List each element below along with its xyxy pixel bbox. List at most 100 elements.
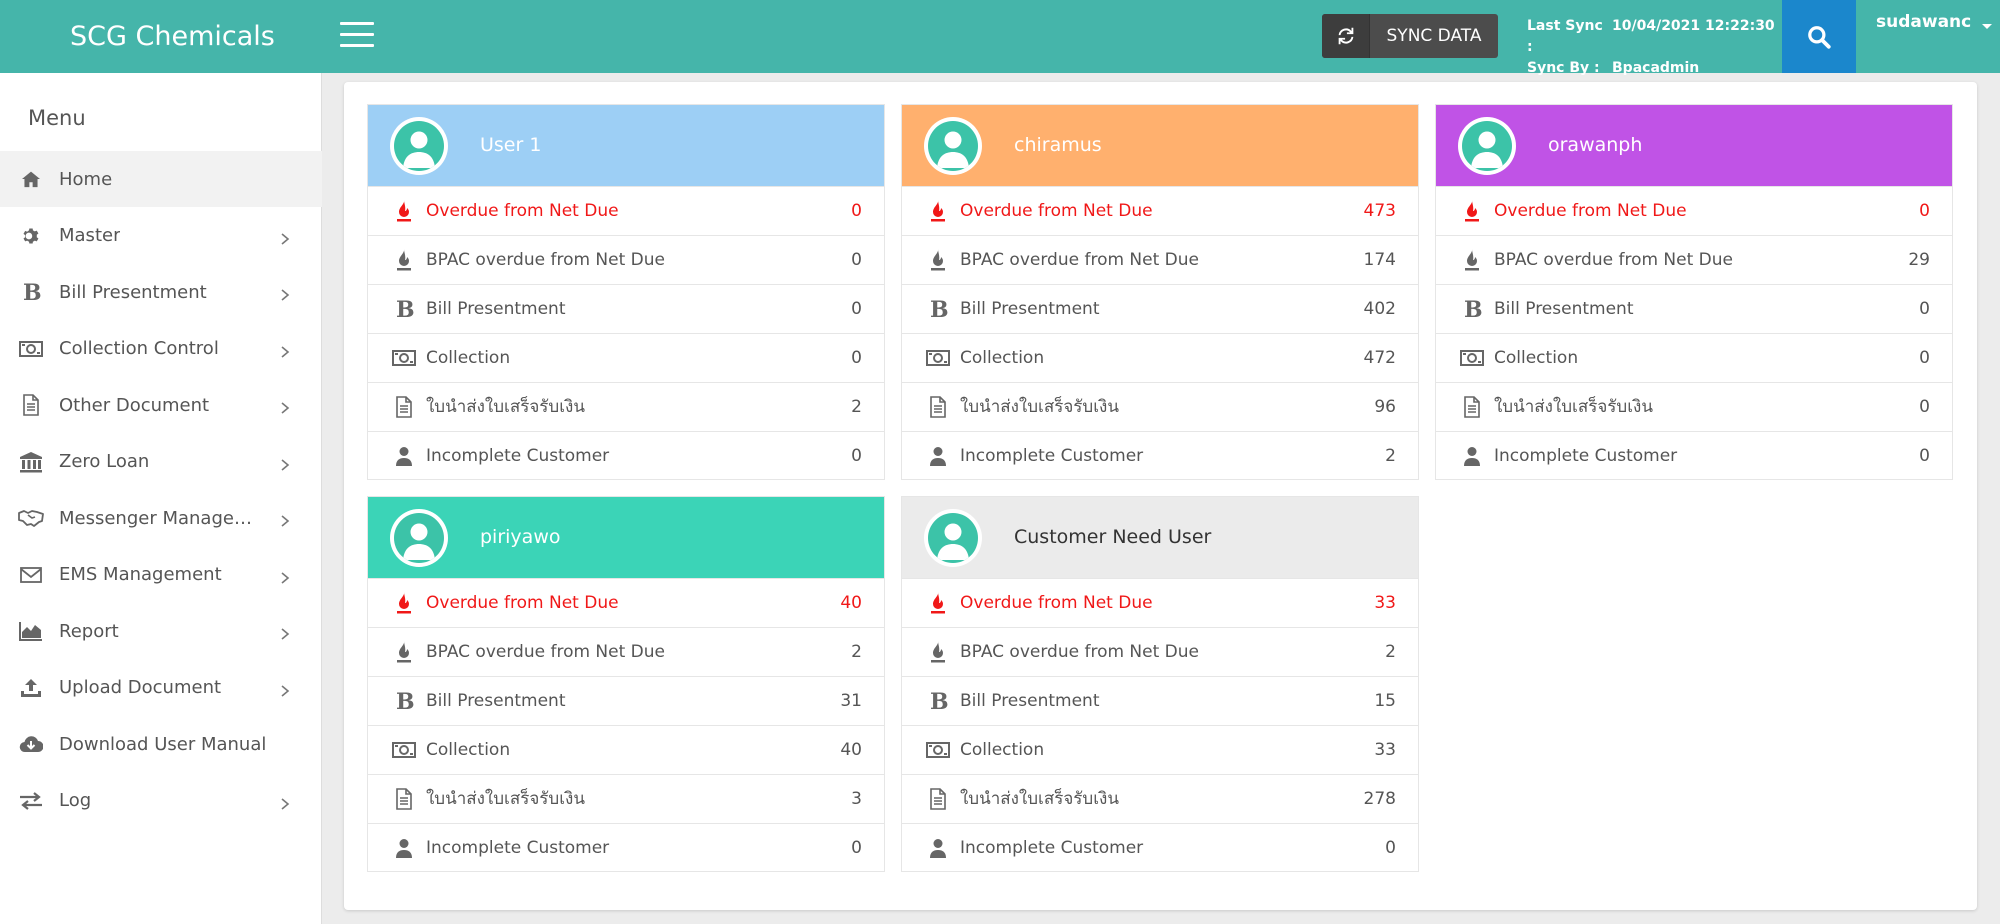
row-value: 40	[840, 740, 862, 760]
card-row-bill[interactable]: B Bill Presentment 0	[1436, 284, 1952, 333]
dashboard-panel: User 1 Overdue from Net Due 0 BPAC overdue …	[344, 82, 1977, 910]
card-row-collection[interactable]: Collection 40	[368, 725, 884, 774]
user-summary-card: chiramus Overdue from Net Due 473 BPAC over…	[901, 104, 1419, 480]
card-header[interactable]: chiramus	[902, 105, 1418, 186]
card-title: Customer Need User	[1014, 526, 1212, 548]
row-value: 15	[1374, 691, 1396, 711]
chevron-right-icon	[280, 230, 292, 245]
sidebar-item-zero-loan[interactable]: Zero Loan	[0, 434, 322, 490]
chevron-right-icon	[280, 682, 292, 697]
card-header[interactable]: piriyawo	[368, 497, 884, 578]
card-header[interactable]: Customer Need User	[902, 497, 1418, 578]
card-row-bpac[interactable]: BPAC overdue from Net Due 2	[368, 627, 884, 676]
fire-icon	[926, 199, 950, 223]
search-icon	[1808, 25, 1831, 49]
card-row-bpac[interactable]: BPAC overdue from Net Due 0	[368, 235, 884, 284]
card-row-bpac[interactable]: BPAC overdue from Net Due 2	[902, 627, 1418, 676]
card-row-incomplete[interactable]: Incomplete Customer 0	[1436, 431, 1952, 480]
card-row-bpac[interactable]: BPAC overdue from Net Due 29	[1436, 235, 1952, 284]
row-value: 33	[1374, 593, 1396, 613]
sidebar-item-home[interactable]: Home	[0, 151, 322, 207]
brand-logo[interactable]: SCG Chemicals	[70, 21, 275, 52]
row-label: Bill Presentment	[960, 299, 1100, 319]
last-sync-key: Last Sync :	[1527, 18, 1603, 55]
row-label: Overdue from Net Due	[960, 593, 1153, 613]
card-row-bpac[interactable]: BPAC overdue from Net Due 174	[902, 235, 1418, 284]
sidebar-item-master[interactable]: Master	[0, 208, 322, 264]
card-row-overdue[interactable]: Overdue from Net Due 473	[902, 186, 1418, 235]
row-label: Collection	[960, 348, 1045, 368]
card-row-incomplete[interactable]: Incomplete Customer 0	[902, 823, 1418, 872]
sidebar-item-label: Log	[59, 790, 92, 811]
row-value: 0	[851, 838, 862, 858]
row-value: 0	[851, 348, 862, 368]
chevron-right-icon	[280, 795, 292, 810]
row-value: 0	[1919, 348, 1930, 368]
user-summary-card: Customer Need User Overdue from Net Due 33…	[901, 496, 1419, 872]
bold-b-icon: B	[392, 689, 416, 713]
card-row-overdue[interactable]: Overdue from Net Due 0	[368, 186, 884, 235]
search-button[interactable]	[1782, 0, 1856, 73]
sidebar-item-log[interactable]: Log	[0, 773, 322, 829]
user-icon	[392, 836, 416, 860]
card-row-overdue[interactable]: Overdue from Net Due 33	[902, 578, 1418, 627]
card-row-receipt[interactable]: ใบนำส่งใบเสร็จรับเงิน 0	[1436, 382, 1952, 431]
card-row-incomplete[interactable]: Incomplete Customer 0	[368, 431, 884, 480]
document-icon	[392, 787, 416, 811]
card-header[interactable]: orawanph	[1436, 105, 1952, 186]
fire-gray-icon	[926, 640, 950, 664]
card-row-incomplete[interactable]: Incomplete Customer 2	[902, 431, 1418, 480]
cloud-download-icon	[18, 731, 44, 757]
sidebar-item-label: Messenger Management	[59, 507, 269, 529]
sidebar-item-ems-management[interactable]: EMS Management	[0, 547, 322, 603]
row-label: Incomplete Customer	[960, 838, 1144, 858]
sync-by-value: Bpacadmin	[1612, 60, 1700, 76]
sidebar-item-bill-presentment[interactable]: B Bill Presentment	[0, 264, 322, 320]
card-row-overdue[interactable]: Overdue from Net Due 40	[368, 578, 884, 627]
sync-data-button[interactable]: SYNC DATA	[1322, 14, 1498, 58]
card-row-collection[interactable]: Collection 472	[902, 333, 1418, 382]
sidebar-item-report[interactable]: Report	[0, 603, 322, 659]
sidebar: Menu	[0, 73, 322, 924]
svg-text:B: B	[23, 281, 41, 303]
row-label: Collection	[1494, 348, 1579, 368]
sidebar-item-messenger-management[interactable]: Messenger Management	[0, 490, 322, 546]
card-row-bill[interactable]: B Bill Presentment 0	[368, 284, 884, 333]
card-row-bill[interactable]: B Bill Presentment 402	[902, 284, 1418, 333]
refresh-icon	[1322, 14, 1370, 58]
bold-b-icon: B	[392, 297, 416, 321]
row-label: BPAC overdue from Net Due	[426, 642, 666, 662]
card-row-receipt[interactable]: ใบนำส่งใบเสร็จรับเงิน 278	[902, 774, 1418, 823]
fire-icon	[392, 591, 416, 615]
sidebar-item-download-user-manual[interactable]: Download User Manual	[0, 716, 322, 772]
sidebar-item-label: Other Document	[59, 394, 210, 416]
card-row-receipt[interactable]: ใบนำส่งใบเสร็จรับเงิน 96	[902, 382, 1418, 431]
user-summary-card: piriyawo Overdue from Net Due 40 BPAC overd…	[367, 496, 885, 872]
row-label: Collection	[426, 348, 511, 368]
chevron-right-icon	[280, 625, 292, 640]
hamburger-menu-icon[interactable]	[340, 22, 374, 50]
card-row-collection[interactable]: Collection 0	[368, 333, 884, 382]
sidebar-item-other-document[interactable]: Other Document	[0, 377, 322, 433]
row-value: 2	[1385, 446, 1396, 466]
sidebar-item-collection-control[interactable]: Collection Control	[0, 321, 322, 377]
row-value: 0	[851, 250, 862, 270]
card-row-bill[interactable]: B Bill Presentment 31	[368, 676, 884, 725]
card-row-incomplete[interactable]: Incomplete Customer 0	[368, 823, 884, 872]
caret-down-icon	[1982, 24, 1993, 29]
row-value: 174	[1363, 250, 1396, 270]
card-row-collection[interactable]: Collection 0	[1436, 333, 1952, 382]
row-label: ใบนำส่งใบเสร็จรับเงิน	[960, 397, 1119, 417]
card-row-overdue[interactable]: Overdue from Net Due 0	[1436, 186, 1952, 235]
chevron-right-icon	[280, 343, 292, 358]
row-label: ใบนำส่งใบเสร็จรับเงิน	[426, 397, 585, 417]
card-row-receipt[interactable]: ใบนำส่งใบเสร็จรับเงิน 3	[368, 774, 884, 823]
card-row-bill[interactable]: B Bill Presentment 15	[902, 676, 1418, 725]
row-label: ใบนำส่งใบเสร็จรับเงิน	[426, 789, 585, 809]
card-header[interactable]: User 1	[368, 105, 884, 186]
user-menu[interactable]: sudawanc	[1876, 12, 1993, 32]
row-value: 0	[1919, 201, 1930, 221]
sidebar-item-upload-document[interactable]: Upload Document	[0, 660, 322, 716]
card-row-receipt[interactable]: ใบนำส่งใบเสร็จรับเงิน 2	[368, 382, 884, 431]
card-row-collection[interactable]: Collection 33	[902, 725, 1418, 774]
